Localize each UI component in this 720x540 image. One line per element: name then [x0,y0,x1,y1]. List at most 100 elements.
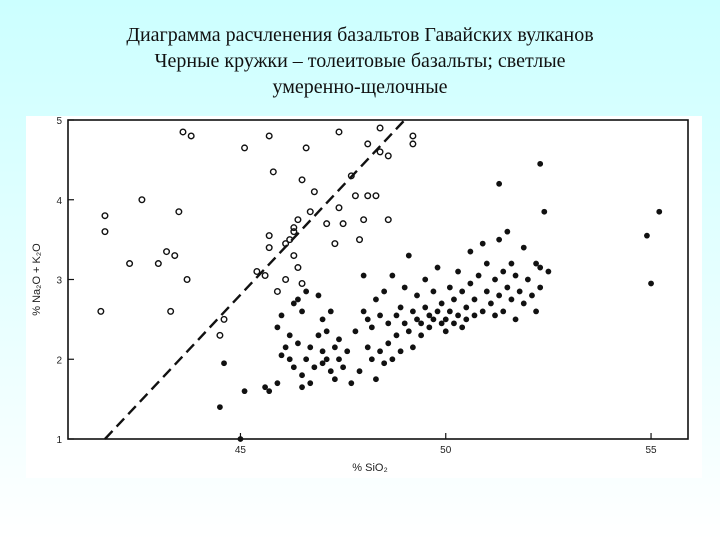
open-circle-point [409,132,417,140]
filled-circle-point [311,364,318,371]
filled-circle-point [475,272,482,279]
filled-circle-point [389,356,396,363]
filled-circle-point [410,308,416,315]
filled-circle-point [516,288,523,295]
filled-circle-point [467,248,474,255]
y-tick-label: 2 [56,355,62,366]
open-circle-point [384,216,392,224]
filled-circle-point [524,276,531,283]
open-circle-point [253,268,261,276]
open-circle-point [409,140,417,148]
filled-circle-point [418,320,425,327]
filled-circle-point [537,160,544,167]
filled-circle-point [533,260,539,267]
filled-circle-point [299,372,305,379]
x-axis-label: % SiO₂ [352,462,387,474]
filled-circle-point [422,304,429,311]
y-tick-label: 3 [56,276,62,287]
filled-circle-point [463,316,470,323]
open-circle-point [261,272,269,280]
open-circle-point [323,220,331,228]
filled-circle-point [299,308,305,315]
filled-circle-point [500,268,507,275]
open-circle-point [372,192,380,200]
filled-circle-point [455,268,461,275]
filled-circle-point [385,320,392,327]
open-circle-point [360,216,368,224]
filled-circle-point [336,356,342,363]
filled-circle-point [319,316,326,323]
filled-circle-point [648,280,654,287]
open-circle-point [356,236,364,244]
filled-circle-point [500,308,507,315]
filled-circle-point [446,308,453,315]
filled-circle-point [479,308,486,315]
x-tick-label: 55 [645,445,657,456]
filled-circle-point [446,284,453,291]
filled-circle-point [512,316,519,323]
data-points [97,124,663,442]
open-circle-point [364,192,372,200]
open-circle-point [298,176,306,184]
open-circle-point [306,208,314,216]
title-line-2: Черные кружки – толеитовые базальты; све… [154,50,566,72]
open-circle-point [241,144,249,152]
filled-circle-point [364,344,371,351]
open-circle-point [335,128,343,136]
filled-circle-point [299,384,305,391]
filled-circle-point [405,328,412,335]
filled-circle-point [303,356,310,363]
filled-circle-point [381,360,388,367]
filled-circle-point [389,272,396,279]
filled-circle-point [319,360,326,367]
filled-circle-point [373,376,379,383]
filled-circle-point [504,228,511,235]
filled-circle-point [401,284,408,291]
filled-circle-point [282,344,289,351]
filled-circle-point [533,308,539,315]
open-circle-point [282,275,290,283]
filled-circle-point [483,260,490,267]
filled-circle-point [434,264,441,271]
filled-circle-point [471,312,478,319]
filled-circle-point [352,328,359,335]
filled-circle-point [492,276,498,283]
filled-circle-point [373,296,379,303]
open-circle-point [175,208,183,216]
filled-circle-point [266,388,273,395]
filled-circle-point [290,364,297,371]
filled-circle-point [360,308,367,315]
open-circle-point [339,220,347,228]
filled-circle-point [451,320,457,327]
filled-circle-point [537,284,544,291]
open-circle-point [298,279,306,287]
open-circle-point [302,144,310,152]
filled-circle-point [262,384,268,391]
open-circle-point [101,228,109,236]
filled-circle-point [451,296,457,303]
open-circle-point [220,315,228,323]
filled-circle-point [656,208,663,215]
open-circle-point [290,224,298,232]
filled-circle-point [344,348,351,355]
y-axis-label: % Na₂O + K₂O [31,243,43,316]
x-tick-label: 45 [235,445,247,456]
filled-circle-point [397,304,404,311]
filled-circle-point [331,376,338,383]
filled-circle-point [303,288,310,295]
filled-circle-point [385,340,392,347]
filled-circle-point [410,344,416,351]
filled-circle-point [442,328,449,335]
filled-circle-point [307,344,314,351]
open-circle-point [273,287,281,295]
filled-circle-point [327,308,334,315]
filled-circle-point [471,296,478,303]
filled-circle-point [290,300,297,307]
open-circle-point [294,264,302,272]
open-circle-point [331,240,339,248]
filled-circle-point [315,292,322,299]
filled-circle-point [331,344,338,351]
open-circle-point [187,132,195,140]
filled-circle-point [496,180,503,187]
